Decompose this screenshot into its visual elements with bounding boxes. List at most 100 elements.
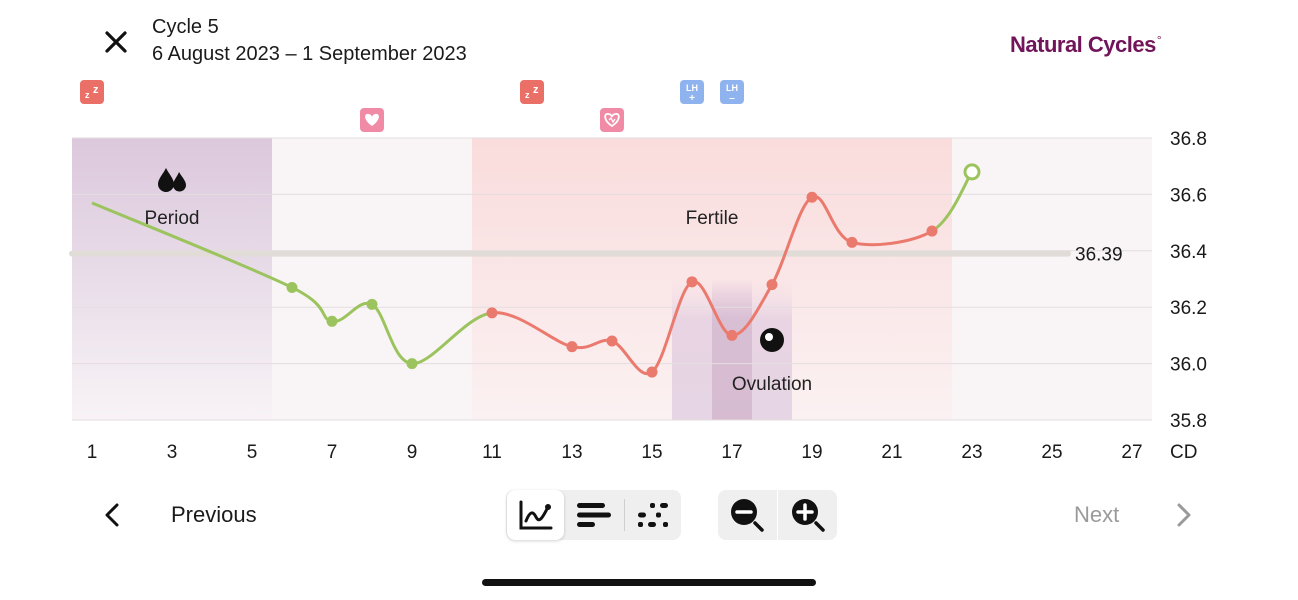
drops-icon bbox=[158, 168, 186, 192]
sleep-icon-bg bbox=[80, 80, 104, 104]
x-unit-label: CD bbox=[1170, 442, 1197, 463]
temperature-point bbox=[366, 298, 378, 310]
temperature-point bbox=[326, 315, 338, 327]
y-tick-label: 36.6 bbox=[1170, 185, 1207, 206]
heart-shape bbox=[365, 113, 379, 126]
ovulation-icon bbox=[760, 328, 784, 352]
lh-negative-icon-bg bbox=[720, 80, 744, 104]
x-tick-label: 25 bbox=[1041, 442, 1062, 463]
temperature-curve-segment bbox=[91, 201, 293, 289]
temperature-point bbox=[846, 236, 858, 248]
ovulation-icon-dot bbox=[765, 333, 773, 341]
zoom-controls bbox=[718, 490, 837, 540]
heart-icon bbox=[360, 108, 384, 132]
x-tick-label: 27 bbox=[1121, 442, 1142, 463]
sleep-icon-bg bbox=[520, 80, 544, 104]
temperature-point bbox=[686, 276, 698, 288]
graph-view-icon bbox=[519, 500, 552, 530]
ovulation-label: Ovulation bbox=[732, 374, 812, 395]
dots-view-button[interactable] bbox=[625, 490, 681, 540]
lh-negative-icon: LH– bbox=[720, 80, 744, 104]
temperature-point bbox=[806, 191, 818, 203]
temperature-point bbox=[726, 329, 738, 341]
brand-name: Natural Cycles bbox=[1010, 32, 1156, 57]
previous-cycle-button[interactable]: Previous bbox=[171, 502, 257, 527]
x-tick-label: 9 bbox=[407, 442, 418, 463]
y-tick-label: 36.0 bbox=[1170, 355, 1207, 376]
temperature-point bbox=[766, 279, 778, 291]
lh-label: LH bbox=[726, 83, 738, 93]
heart-pulse bbox=[608, 116, 616, 124]
chevron-right-icon[interactable] bbox=[1168, 500, 1198, 530]
chevron-left-icon[interactable] bbox=[98, 500, 128, 530]
bars-view-button[interactable] bbox=[566, 490, 622, 540]
temperature-point bbox=[406, 358, 418, 370]
y-tick-label: 35.8 bbox=[1170, 411, 1207, 432]
close-icon[interactable] bbox=[100, 26, 132, 58]
zoom-out-icon bbox=[731, 499, 764, 532]
x-tick-label: 3 bbox=[167, 442, 178, 463]
x-tick-label: 21 bbox=[881, 442, 902, 463]
fertile-label: Fertile bbox=[686, 208, 739, 229]
dots-view-icon bbox=[638, 503, 668, 527]
temperature-curve-segment bbox=[851, 229, 933, 247]
x-tick-label: 13 bbox=[561, 442, 582, 463]
lh-positive-icon: LH+ bbox=[680, 80, 704, 104]
ovulation-day-band bbox=[712, 278, 752, 420]
period-label: Period bbox=[145, 208, 200, 229]
temperature-point bbox=[486, 307, 498, 319]
drop-shape bbox=[173, 172, 186, 192]
heart-outline-shape bbox=[604, 113, 620, 128]
lh-sign: – bbox=[729, 93, 735, 104]
zoom-in-icon bbox=[791, 499, 825, 532]
x-tick-label: 23 bbox=[961, 442, 982, 463]
graph-view-button[interactable] bbox=[507, 490, 564, 540]
sleep-z: z bbox=[525, 90, 530, 100]
sleep-z: z bbox=[85, 90, 90, 100]
lh-label: LH bbox=[686, 83, 698, 93]
temperature-point bbox=[646, 366, 658, 378]
brand-mark: ° bbox=[1156, 32, 1162, 47]
temperature-curve-segment bbox=[650, 280, 693, 374]
brand-logo: Natural Cycles° bbox=[1010, 32, 1162, 58]
x-tick-label: 15 bbox=[641, 442, 662, 463]
lh-positive-icon-bg bbox=[680, 80, 704, 104]
view-divider bbox=[624, 499, 625, 531]
temperature-point-open bbox=[963, 163, 981, 181]
lh-sign: + bbox=[689, 93, 695, 104]
cover-line-label: 36.39 bbox=[1075, 245, 1123, 266]
sleep-z: z bbox=[533, 84, 539, 96]
chart-view-toggle bbox=[506, 490, 681, 540]
temperature-point bbox=[286, 281, 298, 293]
temperature-curve-segment bbox=[770, 195, 813, 286]
zoom-divider bbox=[777, 490, 778, 540]
drop-shape bbox=[158, 168, 174, 192]
temperature-point bbox=[566, 341, 578, 353]
x-tick-label: 19 bbox=[801, 442, 822, 463]
next-cycle-button[interactable]: Next bbox=[1074, 502, 1120, 527]
x-tick-label: 17 bbox=[721, 442, 742, 463]
cycle-date-range: 6 August 2023 – 1 September 2023 bbox=[152, 43, 467, 65]
zoom-in-button[interactable] bbox=[778, 490, 837, 540]
ovulation-icon-circle bbox=[760, 328, 784, 352]
heart-outline-icon bbox=[600, 108, 624, 132]
temperature-curve-segment bbox=[411, 311, 493, 366]
sleep-z: z bbox=[93, 84, 99, 96]
zoom-out-button[interactable] bbox=[718, 490, 776, 540]
bars-view-icon bbox=[577, 503, 611, 527]
x-tick-label: 7 bbox=[327, 442, 338, 463]
temperature-point bbox=[926, 225, 938, 237]
temperature-curve-segment bbox=[491, 311, 573, 349]
x-tick-label: 5 bbox=[247, 442, 258, 463]
x-tick-label: 11 bbox=[482, 442, 502, 463]
home-indicator[interactable] bbox=[482, 579, 816, 586]
x-tick-label: 1 bbox=[87, 442, 98, 463]
y-tick-label: 36.4 bbox=[1170, 242, 1207, 263]
y-tick-label: 36.2 bbox=[1170, 298, 1207, 319]
temperature-point bbox=[606, 335, 618, 347]
y-tick-label: 36.8 bbox=[1170, 129, 1207, 150]
cycle-title: Cycle 5 bbox=[152, 16, 219, 38]
